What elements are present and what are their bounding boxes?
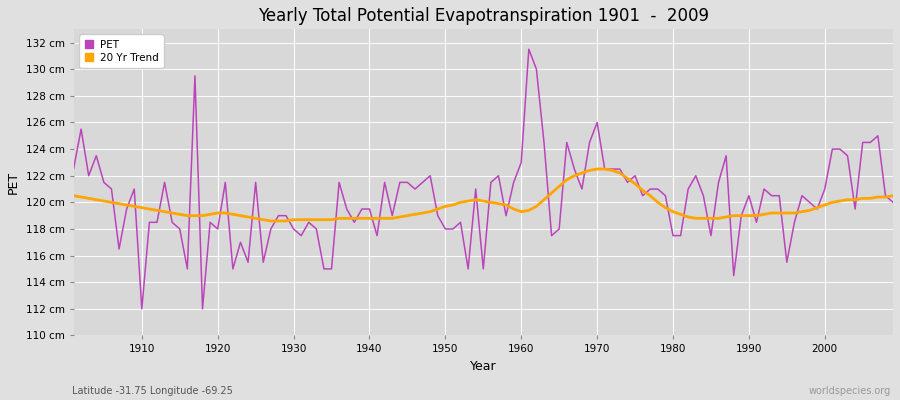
Title: Yearly Total Potential Evapotranspiration 1901  -  2009: Yearly Total Potential Evapotranspiratio… <box>257 7 709 25</box>
20 Yr Trend <box>591 167 602 172</box>
PET <box>129 187 140 192</box>
20 Yr Trend <box>524 208 535 213</box>
PET <box>68 167 79 172</box>
20 Yr Trend <box>129 204 140 209</box>
PET <box>516 160 526 165</box>
20 Yr Trend <box>349 216 360 221</box>
Text: worldspecies.org: worldspecies.org <box>809 386 891 396</box>
Legend: PET, 20 Yr Trend: PET, 20 Yr Trend <box>78 34 164 68</box>
20 Yr Trend <box>303 217 314 222</box>
PET <box>887 200 898 205</box>
X-axis label: Year: Year <box>470 360 497 373</box>
20 Yr Trend <box>887 193 898 198</box>
Y-axis label: PET: PET <box>7 171 20 194</box>
Line: 20 Yr Trend: 20 Yr Trend <box>74 169 893 221</box>
PET <box>622 180 633 185</box>
PET <box>349 220 360 225</box>
PET <box>137 306 148 311</box>
20 Yr Trend <box>266 218 276 223</box>
20 Yr Trend <box>68 193 79 198</box>
PET <box>531 67 542 72</box>
Line: PET: PET <box>74 49 893 309</box>
PET <box>303 220 314 225</box>
Text: Latitude -31.75 Longitude -69.25: Latitude -31.75 Longitude -69.25 <box>72 386 233 396</box>
20 Yr Trend <box>516 209 526 214</box>
PET <box>524 47 535 52</box>
20 Yr Trend <box>622 176 633 181</box>
